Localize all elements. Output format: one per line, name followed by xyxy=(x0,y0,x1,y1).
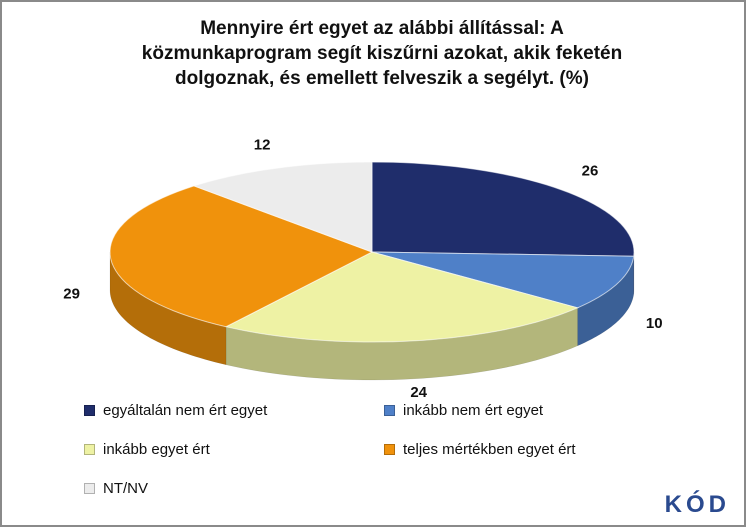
legend-item: egyáltalán nem ért egyet xyxy=(84,400,384,420)
slice xyxy=(371,161,635,257)
legend-item: inkább egyet ért xyxy=(84,439,384,459)
legend-swatch xyxy=(384,404,395,416)
legend-label: egyáltalán nem ért egyet xyxy=(103,401,268,419)
data-label: 10 xyxy=(646,315,663,332)
data-label: 29 xyxy=(63,286,80,303)
slice xyxy=(109,185,374,328)
legend-label: teljes mértékben egyet ért xyxy=(403,440,576,458)
data-label: 26 xyxy=(582,162,599,179)
data-label: 12 xyxy=(254,136,271,153)
slice xyxy=(371,251,635,309)
slice xyxy=(224,251,580,343)
legend-item: teljes mértékben egyet ért xyxy=(384,439,664,459)
legend-label: NT/NV xyxy=(103,479,148,497)
legend: egyáltalán nem ért egyet inkább nem ért e… xyxy=(84,400,664,498)
legend-item: inkább nem ért egyet xyxy=(384,400,664,420)
legend-swatch xyxy=(384,443,395,455)
legend-item: NT/NV xyxy=(84,478,384,498)
legend-swatch xyxy=(84,404,95,416)
slice xyxy=(192,161,373,253)
logo: KÓD xyxy=(664,491,730,518)
legend-label: inkább nem ért egyet xyxy=(403,401,544,419)
chart-title: Mennyire ért egyet az alábbi állítással:… xyxy=(141,18,623,89)
legend-label: inkább egyet ért xyxy=(103,440,210,458)
legend-swatch xyxy=(84,482,95,494)
data-label: 24 xyxy=(410,384,427,401)
legend-swatch xyxy=(84,443,95,455)
